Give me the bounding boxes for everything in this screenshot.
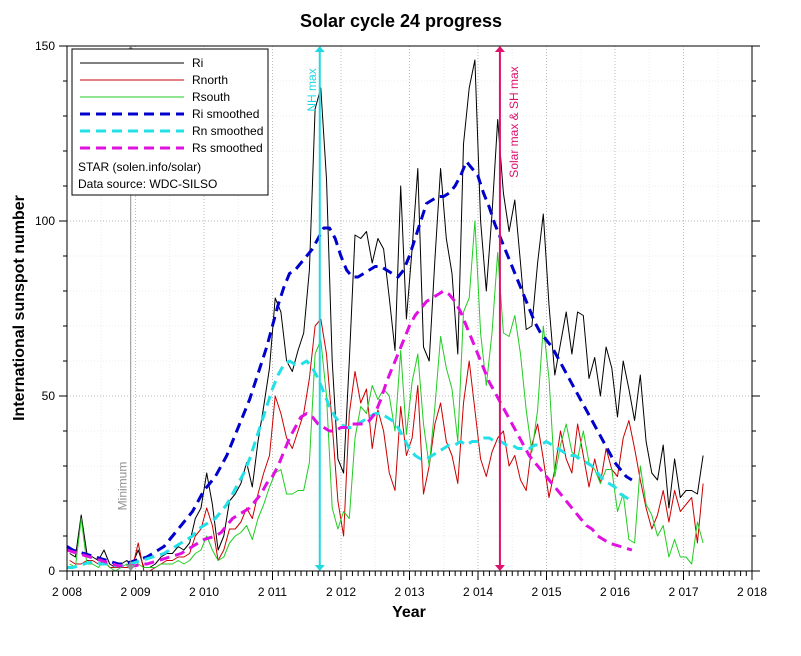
series-rn-smoothed <box>67 359 633 569</box>
x-axis-label: Year <box>392 604 426 621</box>
annotation-arrow-bottom <box>494 565 505 571</box>
annotation-arrow-bottom <box>314 565 325 571</box>
x-tick-label: 2 015 <box>531 585 561 599</box>
annotation-label: Solar max & SH max <box>507 66 521 177</box>
axes: 2 008 2 009 2 010 2 011 2 012 2 013 2 014 2 015… <box>35 39 767 599</box>
legend: Ri Rnorth Rsouth Ri smoothed Rn smoothed Rs s… <box>71 48 269 196</box>
annotation-layer: Minimum NH max Solar max & SH max <box>116 46 521 571</box>
series-ri <box>69 59 704 568</box>
annotation-label: Minimum <box>116 462 130 511</box>
x-tick-label: 2 014 <box>463 585 493 599</box>
x-tick-label: 2 012 <box>326 585 356 599</box>
legend-label: Ri smoothed <box>192 107 259 121</box>
legend-label: Rs smoothed <box>192 141 263 155</box>
y-axis-label: International sunspot number <box>11 195 28 421</box>
series-rnorth <box>69 318 704 572</box>
x-tick-label: 2 018 <box>737 585 767 599</box>
series-rs-smoothed <box>66 289 633 568</box>
annotation-label: NH max <box>305 68 319 111</box>
x-tick-label: 2 010 <box>189 585 219 599</box>
x-tick-label: 2 011 <box>258 585 287 599</box>
y-tick-label: 100 <box>35 214 55 228</box>
series-layer <box>66 59 704 572</box>
series-ri-smoothed <box>66 160 633 566</box>
legend-label: Rsouth <box>192 90 230 104</box>
annotation-arrow-top <box>314 46 325 52</box>
x-tick-label: 2 016 <box>600 585 630 599</box>
y-tick-label: 150 <box>35 39 55 53</box>
chart-title: Solar cycle 24 progress <box>300 11 502 31</box>
x-tick-label: 2 017 <box>668 585 698 599</box>
y-tick-label: 0 <box>48 564 55 578</box>
legend-label: Rnorth <box>192 73 228 87</box>
legend-label: Rn smoothed <box>192 124 263 138</box>
x-tick-label: 2 013 <box>394 585 424 599</box>
legend-note: Data source: WDC-SILSO <box>78 177 217 191</box>
annotation-arrow-bottom <box>125 565 136 571</box>
legend-box <box>71 48 269 196</box>
annotation-arrow-top <box>494 46 505 52</box>
y-tick-label: 50 <box>42 389 56 403</box>
legend-label: Ri <box>192 56 203 70</box>
series-rsouth <box>69 220 704 572</box>
x-tick-label: 2 009 <box>120 585 150 599</box>
legend-note: STAR (solen.info/solar) <box>78 160 201 174</box>
x-tick-label: 2 008 <box>52 585 82 599</box>
